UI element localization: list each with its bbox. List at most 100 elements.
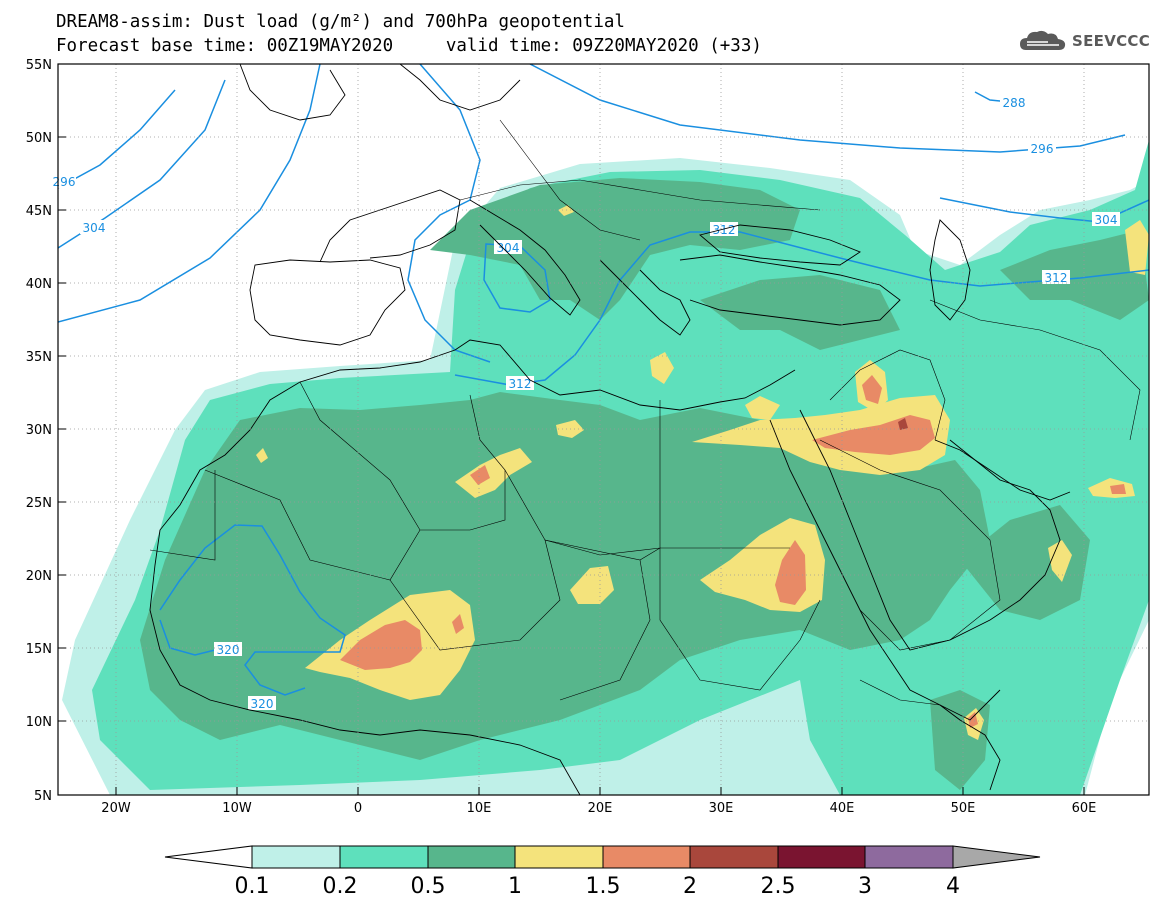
contour-label-312-c: 312 xyxy=(506,376,534,391)
lon-label: 20E xyxy=(588,801,613,816)
colorbar-segment xyxy=(689,845,779,869)
dust-level-2 xyxy=(898,418,908,430)
coast-turkey xyxy=(679,254,901,326)
colorbar-segment xyxy=(514,845,604,869)
cloud-icon xyxy=(1020,30,1066,50)
dust-level-1-kaz xyxy=(1125,220,1149,275)
coast-africa-west xyxy=(149,349,471,736)
lat-label: 35N xyxy=(26,350,52,365)
border-libya xyxy=(504,400,661,556)
lon-label: 50E xyxy=(951,801,976,816)
dust-level-1-chad xyxy=(570,566,614,604)
svg-text:312: 312 xyxy=(713,223,736,237)
svg-text:304: 304 xyxy=(83,221,106,235)
svg-text:320: 320 xyxy=(217,643,240,657)
svg-text:288: 288 xyxy=(1003,96,1026,110)
svg-text:312: 312 xyxy=(509,377,532,391)
svg-text:304: 304 xyxy=(1095,213,1118,227)
dust-level-1.5-syria xyxy=(862,375,882,404)
colorbar-label: 0.1 xyxy=(235,874,270,899)
lon-label: 40E xyxy=(830,801,855,816)
contour-320-west xyxy=(159,619,216,656)
dust-fill-layer xyxy=(58,64,1149,795)
colorbar-label: 0.2 xyxy=(323,874,358,899)
colorbar-label: 2.5 xyxy=(761,874,796,899)
contour-label-304-c: 304 xyxy=(1092,212,1120,227)
map-subtitle: Forecast base time: 00Z19MAY2020 valid t… xyxy=(56,36,762,56)
map-title: DREAM8-assim: Dust load (g/m²) and 700hP… xyxy=(56,12,625,32)
lat-axis: 55N 50N 45N 40N 35N 30N 25N 20N 15N 10N … xyxy=(26,58,66,804)
dust-level-1-ns xyxy=(455,448,532,498)
lat-label: 45N xyxy=(26,204,52,219)
coast-france xyxy=(319,189,461,263)
lat-label: 20N xyxy=(26,569,52,584)
svg-text:296: 296 xyxy=(1031,142,1054,156)
coast-uk xyxy=(239,64,346,121)
dust-level-1-oman xyxy=(1048,540,1072,582)
contour-312-med xyxy=(454,231,1149,386)
colorbar-segment xyxy=(427,845,516,869)
colorbar-label: 1.5 xyxy=(586,874,621,899)
contour-304-italy xyxy=(483,243,551,313)
colorbar: 0.1 0.2 0.5 1 1.5 2 2.5 3 4 xyxy=(164,845,1041,899)
colorbar-label: 3 xyxy=(858,874,872,899)
dust-level-1-levant xyxy=(745,396,780,420)
lon-label: 0 xyxy=(354,801,362,816)
coast-red-sea xyxy=(769,419,1001,721)
contour-label-288: 288 xyxy=(1000,95,1028,110)
border-iraq xyxy=(829,349,946,441)
contour-label-312-b: 312 xyxy=(1042,270,1070,285)
border-ethiopia xyxy=(859,679,961,721)
lon-label: 20W xyxy=(101,801,131,816)
border-mali xyxy=(204,469,421,581)
dust-level-1-morocco xyxy=(256,448,268,463)
svg-text:320: 320 xyxy=(251,697,274,711)
country-borders xyxy=(149,119,1141,721)
colorbar-segment xyxy=(864,845,954,869)
coast-persian-gulf xyxy=(934,439,1071,501)
colorbar-segment-above xyxy=(952,845,1041,869)
lat-label: 55N xyxy=(26,58,52,73)
contour-296-west xyxy=(58,89,176,189)
border-europe-b xyxy=(499,119,641,241)
colorbar-segment xyxy=(602,845,691,869)
border-algeria xyxy=(299,381,506,531)
border-sudan xyxy=(639,547,821,691)
border-saudi xyxy=(819,439,1001,651)
dust-level-0.5-c xyxy=(700,275,900,350)
colorbar-segment xyxy=(777,845,866,869)
contour-320 xyxy=(159,524,346,696)
coast-africa-north xyxy=(454,339,796,411)
contour-labels: 288 296 296 304 304 304 312 312 312 320 … xyxy=(53,95,1120,711)
coast-scandinavia xyxy=(399,64,521,111)
lon-axis: 20W 10W 0 10E 20E 30E 40E 50E 60E xyxy=(101,787,1096,816)
coast-arabia xyxy=(799,409,1061,651)
dust-level-1.5-ns xyxy=(470,465,490,485)
coast-iberia xyxy=(249,259,406,346)
colorbar-label: 1 xyxy=(508,874,522,899)
contour-label-304-a: 304 xyxy=(80,220,108,235)
dust-level-0.5-d xyxy=(1000,230,1149,320)
lat-label: 10N xyxy=(26,715,52,730)
svg-text:312: 312 xyxy=(1045,271,1068,285)
contour-label-320-a: 320 xyxy=(214,642,242,657)
dust-level-1.5-iran xyxy=(1110,484,1126,494)
border-mauritania xyxy=(149,470,216,561)
dust-level-0.5-b xyxy=(430,178,800,320)
colorbar-segment xyxy=(339,845,429,869)
coast-italy xyxy=(469,199,581,316)
contour-304-north xyxy=(407,64,491,363)
contour-label-320-b: 320 xyxy=(248,696,276,711)
colorbar-label: 0.5 xyxy=(411,874,446,899)
border-chad xyxy=(544,539,651,701)
lon-label: 10E xyxy=(467,801,492,816)
seevccc-logo: SEEVCCC xyxy=(1018,26,1150,56)
dust-level-1.5-sahel-b xyxy=(452,614,464,634)
border-iran xyxy=(929,299,1141,441)
colorbar-label: 2 xyxy=(683,874,697,899)
coast-gulf-guinea xyxy=(469,734,581,795)
contour-label-296-a: 296 xyxy=(1028,141,1056,156)
lat-label: 30N xyxy=(26,423,52,438)
dust-level-1.5-somalia xyxy=(968,712,978,728)
lon-label: 60E xyxy=(1072,801,1097,816)
